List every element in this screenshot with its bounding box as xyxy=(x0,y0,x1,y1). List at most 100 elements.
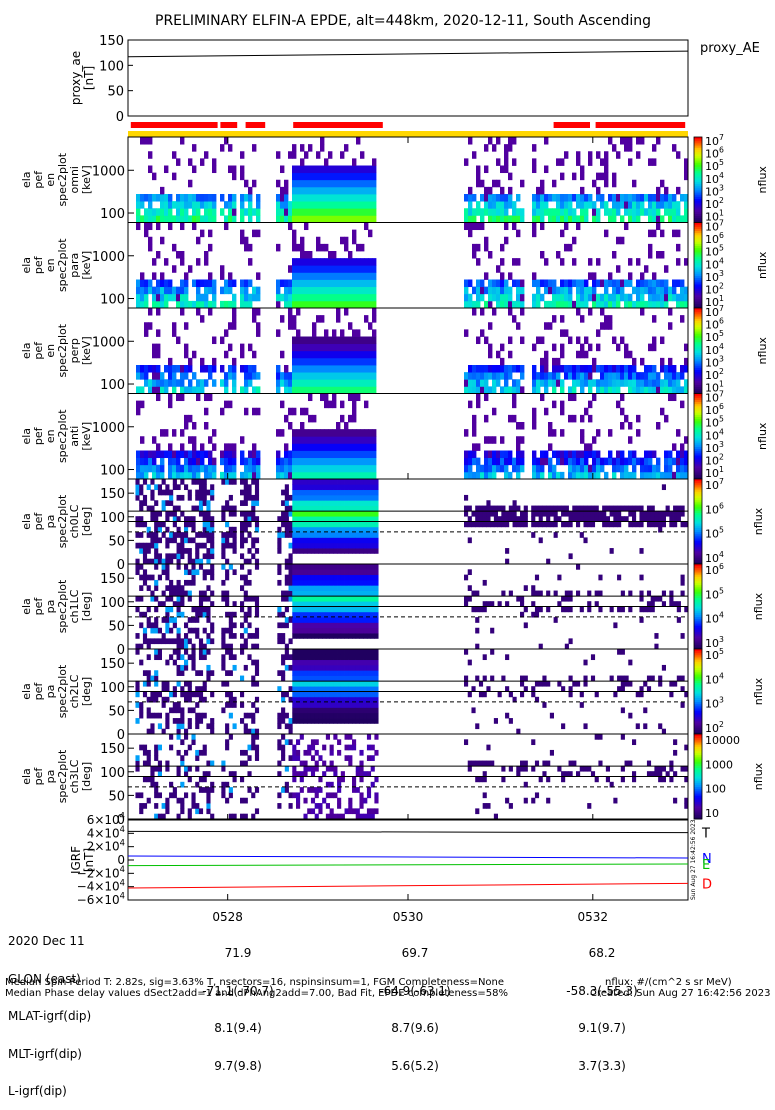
spectrogram-cell xyxy=(140,451,144,459)
spectrogram-cell xyxy=(150,532,154,538)
spectrogram-cell xyxy=(204,201,208,209)
spectrogram-cell xyxy=(662,665,666,671)
spectrogram-cell xyxy=(300,272,304,280)
spectrogram-cell xyxy=(292,479,296,485)
spectrogram-cell xyxy=(296,258,300,266)
spectrogram-cell xyxy=(504,372,508,380)
spectrogram-cell xyxy=(620,408,624,416)
spectrogram-cell xyxy=(281,676,285,682)
spectrogram-cell xyxy=(341,548,345,554)
spectrogram-cell xyxy=(587,511,591,517)
spectrogram-cell xyxy=(292,386,296,394)
spectrogram-cell xyxy=(312,372,316,380)
spectrogram-cell xyxy=(136,465,140,473)
spectrogram-cell xyxy=(565,522,569,528)
spectrogram-cell xyxy=(592,301,596,309)
spectrogram-cell xyxy=(636,506,640,512)
spectrogram-cell xyxy=(340,280,344,288)
spectrogram-cell xyxy=(644,465,648,473)
spectrogram-cell xyxy=(475,522,479,528)
spectrogram-cell xyxy=(337,681,341,687)
spectrogram-cell xyxy=(337,617,341,623)
spectrogram-cell xyxy=(508,365,512,373)
spectrogram-cell xyxy=(352,564,356,570)
spectrogram-cell xyxy=(143,580,147,586)
spectrogram-cell xyxy=(348,484,352,490)
spectrogram-cell xyxy=(292,484,296,490)
spectrogram-cell xyxy=(330,628,334,634)
spectrogram-cell xyxy=(324,258,328,266)
spectrogram-cell xyxy=(367,622,371,628)
spectrogram-cell xyxy=(280,379,284,387)
spectrogram-cell xyxy=(367,713,371,719)
spectrogram-cell xyxy=(344,465,348,473)
spectrogram-cell xyxy=(498,692,502,698)
spectrogram-cell xyxy=(468,194,472,202)
spectrogram-cell xyxy=(303,532,307,538)
spectrogram-cell xyxy=(488,365,492,373)
spectrogram-cell xyxy=(352,272,356,280)
spectrogram-cell xyxy=(162,638,166,644)
spectrogram-cell xyxy=(160,429,164,437)
spectrogram-cell xyxy=(368,187,372,195)
spectrogram-cell xyxy=(296,537,300,543)
spectrogram-cell xyxy=(336,365,340,373)
spectrogram-cell xyxy=(180,294,184,302)
spectrogram-cell xyxy=(616,401,620,409)
spectrogram-cell xyxy=(592,294,596,302)
spectrogram-cell xyxy=(664,458,668,466)
colorbar-label: nflux xyxy=(752,507,765,535)
spectrogram-cell xyxy=(225,702,229,708)
spectrogram-cell xyxy=(496,137,500,145)
spectrogram-cell xyxy=(276,365,280,373)
spectrogram-cell xyxy=(372,472,376,480)
spectrogram-cell xyxy=(248,379,252,387)
spectrogram-cell xyxy=(212,208,216,216)
spectrogram-cell xyxy=(494,511,498,517)
spectrogram-cell xyxy=(148,137,152,145)
spectrogram-cell xyxy=(152,294,156,302)
spectrogram-cell xyxy=(360,358,364,366)
spectrogram-cell xyxy=(628,194,632,202)
spectrogram-cell xyxy=(303,548,307,554)
spectrogram-cell xyxy=(628,506,632,512)
spectrogram-cell xyxy=(247,596,251,602)
spectrogram-cell xyxy=(560,379,564,387)
spectrogram-cell xyxy=(232,215,236,223)
spectrogram-cell xyxy=(172,322,176,330)
spectrogram-cell xyxy=(150,622,154,628)
spectrogram-cell xyxy=(188,537,192,543)
spectrogram-cell xyxy=(345,607,349,613)
spectrogram-cell xyxy=(352,301,356,309)
spectrogram-cell xyxy=(539,511,543,517)
spectrogram-cell xyxy=(160,294,164,302)
spectrogram-cell xyxy=(524,585,528,591)
spectrogram-cell xyxy=(468,585,472,591)
spectrogram-cell xyxy=(488,344,492,352)
spectrogram-cell xyxy=(476,337,480,345)
spectrogram-cell xyxy=(332,443,336,451)
spectrogram-cell xyxy=(341,649,345,655)
spectrogram-cell xyxy=(311,702,315,708)
spectrogram-cell xyxy=(200,379,204,387)
spectrogram-cell xyxy=(540,187,544,195)
spectrogram-cell xyxy=(341,490,345,496)
spectrogram-cell xyxy=(644,280,648,288)
spectrogram-cell xyxy=(508,386,512,394)
spectrogram-cell xyxy=(160,215,164,223)
spectrogram-cell xyxy=(364,265,368,273)
spectrogram-cell xyxy=(367,585,371,591)
spectrogram-cell xyxy=(150,777,154,783)
spectrogram-cell xyxy=(328,173,332,181)
spectrogram-cell xyxy=(359,628,363,634)
spectrogram-cell xyxy=(135,490,139,496)
spectrogram-cell xyxy=(374,702,378,708)
spectrogram-cell xyxy=(600,301,604,309)
spectrogram-cell xyxy=(548,458,552,466)
spectrogram-cell xyxy=(492,465,496,473)
spectrogram-cell xyxy=(536,379,540,387)
spectrogram-cell xyxy=(568,458,572,466)
spectrogram-cell xyxy=(169,537,173,543)
spectrogram-cell xyxy=(221,479,225,485)
spectrogram-cell xyxy=(165,723,169,729)
